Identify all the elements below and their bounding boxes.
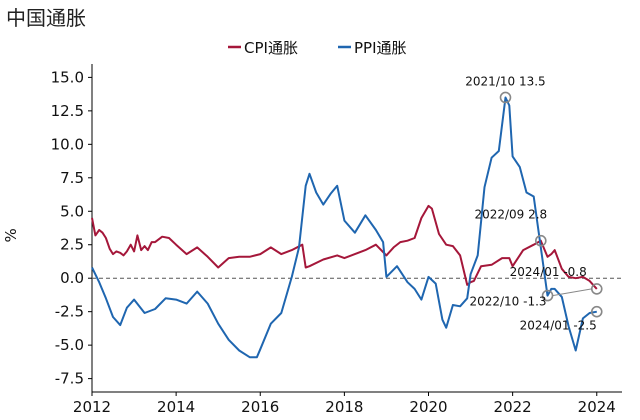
- y-tick-label: -5.0: [55, 336, 84, 354]
- x-tick-label: 2020: [409, 398, 447, 416]
- annotation-marker: [535, 234, 547, 247]
- legend: CPI通胀 PPI通胀: [228, 39, 407, 57]
- y-tick-label: 7.5: [60, 169, 84, 187]
- annotation-layer: 2021/10 13.5 2022/09 2.8 2024/01 -0.8 2022/…: [465, 74, 603, 333]
- annotation-label: 2021/10 13.5: [465, 74, 545, 88]
- annotation-label: 2022/09 2.8: [474, 208, 547, 222]
- y-tick-label: -2.5: [55, 303, 84, 321]
- x-tick-label: 2016: [241, 398, 279, 416]
- chart-title: 中国通胀: [6, 6, 86, 30]
- x-tick-label: 2022: [494, 398, 532, 416]
- y-tick-label: 0.0: [60, 269, 84, 287]
- legend-label-cpi: CPI通胀: [244, 39, 298, 57]
- y-axis-label: %: [2, 228, 20, 242]
- series-layer: [91, 96, 598, 359]
- annotation-label: 2024/01 -0.8: [510, 265, 587, 279]
- y-tick-label: 10.0: [51, 135, 84, 153]
- y-tick-label: 5.0: [60, 202, 84, 220]
- x-tick-label: 2014: [157, 398, 195, 416]
- annotation-marker: [499, 91, 512, 104]
- x-tick-label: 2012: [73, 398, 111, 416]
- annotation-label: 2022/10 -1.3: [469, 295, 546, 309]
- annotation-label: 2024/01 -2.5: [520, 319, 597, 333]
- y-tick-label: 2.5: [60, 236, 84, 254]
- y-tick-label: 15.0: [51, 68, 84, 86]
- series-line-cpi: [91, 204, 598, 290]
- annotation-connector: [552, 288, 592, 297]
- legend-label-ppi: PPI通胀: [354, 39, 407, 57]
- x-tick-label: 2024: [578, 398, 616, 416]
- series-line-ppi: [91, 96, 597, 359]
- axes: 15.0 12.5 10.0 7.5 5.0 2.5 0.0 -2.5 -5.0 -7.5% 201…: [2, 64, 622, 416]
- x-tick-label: 2018: [325, 398, 363, 416]
- y-tick-label: 12.5: [51, 102, 84, 120]
- annotation-marker: [590, 305, 603, 318]
- y-tick-label: -7.5: [55, 370, 84, 388]
